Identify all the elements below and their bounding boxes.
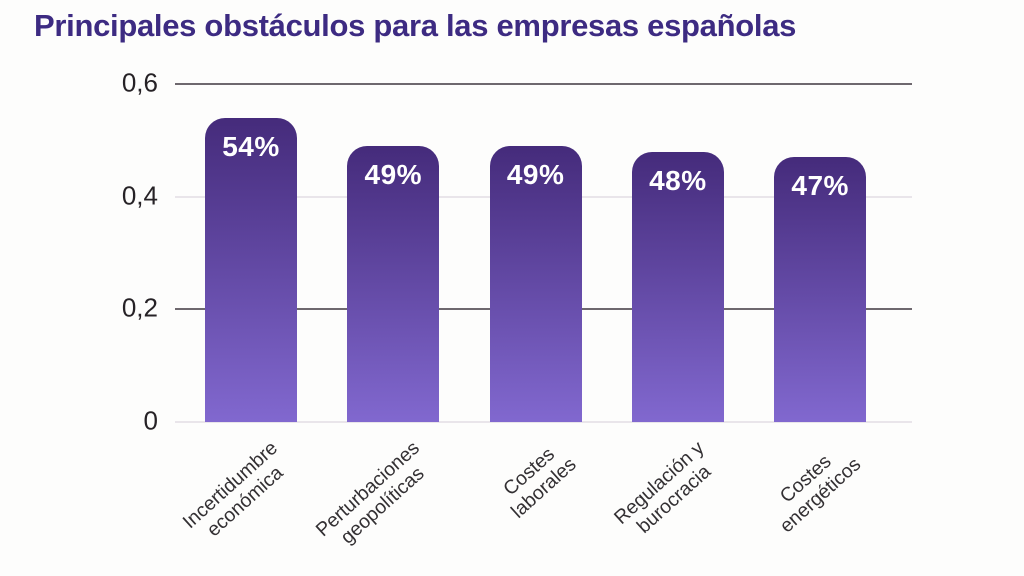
x-axis-label: Regulación y burocracia xyxy=(610,437,716,539)
x-axis-label: Incertidumbre económica xyxy=(178,437,288,542)
x-axis-label: Perturbaciones geopolíticas xyxy=(311,437,429,549)
bar-value-label: 49% xyxy=(506,158,565,190)
gridline-0 xyxy=(175,421,912,423)
bar-value-label: 48% xyxy=(649,164,707,196)
bar-value-label: 47% xyxy=(791,170,849,202)
bar: 54% xyxy=(205,117,297,422)
y-tick-label: 0,2 xyxy=(121,292,158,323)
chart-title: Principales obstáculos para las empresas… xyxy=(34,8,797,43)
bar-value-label: 54% xyxy=(222,130,280,162)
x-axis-label: Costes energéticos xyxy=(776,450,866,538)
bar: 49% xyxy=(489,145,582,422)
bar: 49% xyxy=(347,145,440,422)
bar-value-label: 49% xyxy=(364,158,423,190)
gridline-0,6 xyxy=(175,83,912,85)
bar: 47% xyxy=(774,157,867,422)
y-tick-label: 0,6 xyxy=(121,67,158,98)
bar: 48% xyxy=(631,151,724,422)
x-axis-label: Costes laborales xyxy=(499,443,582,523)
y-tick-label: 0 xyxy=(143,405,158,436)
y-tick-label: 0,4 xyxy=(121,179,158,210)
